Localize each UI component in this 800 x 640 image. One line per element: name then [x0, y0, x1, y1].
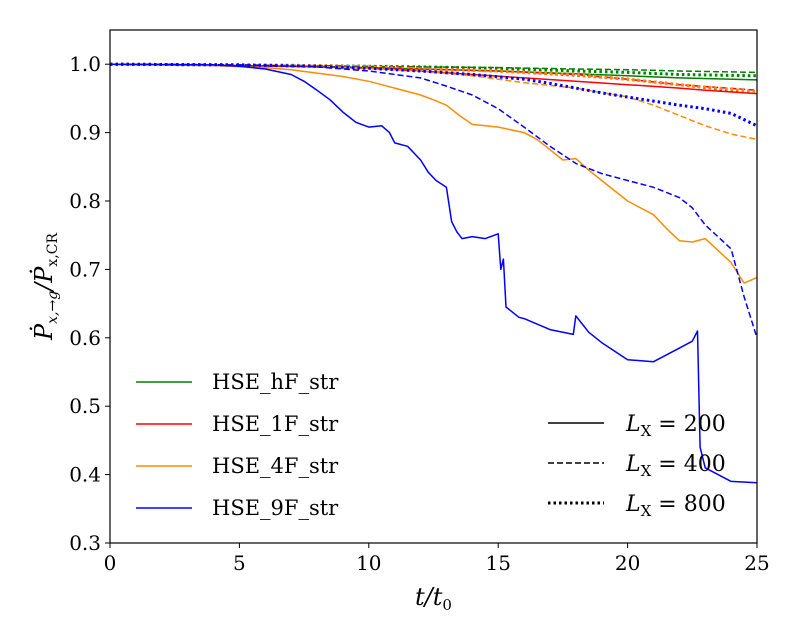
- axis-ticks: 0 5 10 15 20 25 0.3 0.4 0.5 0.6 0.7 0.8 0.9 1.0: [69, 52, 770, 575]
- legend-label-hse-1f-str: HSE_1F_str: [212, 412, 339, 436]
- legend-label-hse-9f-str: HSE_9F_str: [212, 496, 339, 520]
- plot-area: [110, 62, 757, 484]
- y-tick-label: 0.5: [69, 394, 101, 418]
- series-line-hse-9f-str-lx400: [110, 63, 757, 339]
- series-line-hse-4f-str-lx400: [110, 63, 757, 141]
- y-axis-label-sub1: x,→g: [45, 291, 61, 324]
- legend-label-hse-hf-str: HSE_hF_str: [212, 370, 339, 394]
- series-line-hse-4f-str-lx200: [110, 63, 757, 284]
- x-axis-label-sub: 0: [442, 596, 452, 614]
- x-tick-label: 10: [356, 551, 381, 575]
- y-tick-label: 0.7: [69, 257, 101, 281]
- x-tick-label: 20: [615, 551, 640, 575]
- y-axis-label-main: Ṗ: [29, 323, 58, 341]
- x-tick-label: 15: [485, 551, 510, 575]
- series-line-hse-1f-str-lx400: [110, 63, 757, 91]
- y-tick-label: 1.0: [69, 52, 101, 76]
- series-line-hse-9f-str-lx200: [110, 63, 757, 484]
- x-tick-label: 25: [744, 551, 769, 575]
- y-axis-label: Ṗx,→g/Ṗx,CR: [29, 233, 61, 341]
- series-line-hse-hf-str-lx400: [110, 63, 757, 74]
- legend-style-label-solid: LX = 200: [625, 412, 726, 440]
- legend-label-hse-4f-str: HSE_4F_str: [212, 454, 339, 478]
- x-tick-label: 5: [233, 551, 246, 575]
- x-axis-label-main: t/t: [415, 583, 443, 611]
- x-tick-label: 0: [104, 551, 117, 575]
- series-line-hse-1f-str-lx800: [110, 62, 757, 95]
- plot-frame: [109, 29, 758, 544]
- y-tick-label: 0.6: [69, 326, 101, 350]
- legend-styles: LX = 200 LX = 400 LX = 800: [548, 412, 726, 520]
- legend-models: HSE_hF_str HSE_1F_str HSE_4F_str HSE_9F_str: [136, 370, 339, 520]
- legend-style-label-dotted: LX = 800: [625, 492, 726, 520]
- x-axis-label: t/t0: [415, 583, 452, 614]
- y-tick-label: 0.3: [69, 531, 101, 555]
- series-line-hse-9f-str-lx800: [110, 62, 757, 128]
- legend-style-label-dashed: LX = 400: [625, 452, 726, 480]
- y-axis-label-mid: /Ṗ: [29, 266, 58, 293]
- y-tick-label: 0.8: [69, 189, 101, 213]
- y-tick-label: 0.9: [69, 121, 101, 145]
- y-tick-label: 0.4: [69, 463, 101, 487]
- y-axis-label-sub2: x,CR: [45, 233, 61, 267]
